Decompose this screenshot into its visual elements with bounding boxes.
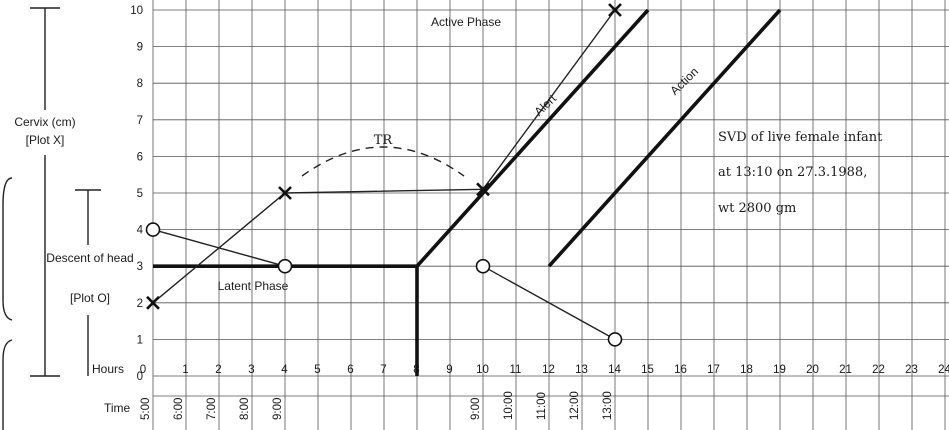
x-tick-label: 10 <box>476 364 489 376</box>
x-tick-label: 11 <box>510 364 522 376</box>
x-tick-label: 16 <box>674 364 687 376</box>
left-annotations: Cervix (cm) [Plot X] Descent of head [Pl… <box>2 7 134 430</box>
y-axis-sublabel: [Plot X] <box>26 133 65 147</box>
brace-upper <box>2 177 13 321</box>
x-tick-label: 4 <box>281 364 288 376</box>
x-tick-label: 18 <box>740 364 753 376</box>
active-phase-label: Active Phase <box>431 15 501 29</box>
brace-lower <box>2 339 13 430</box>
time-tick-label: 10:00 <box>503 391 515 420</box>
y-tick-label: 8 <box>137 78 143 90</box>
time-tick-label: 11:00 <box>536 392 548 420</box>
head-descent-o-marker <box>277 258 293 274</box>
time-tick-label: 8:00 <box>239 398 251 420</box>
delivery-note-line-3: wt 2800 gm <box>718 201 796 216</box>
tr-label: TR <box>374 133 394 148</box>
head-descent-o-marker <box>607 332 623 347</box>
x-tick-label: 7 <box>380 364 386 376</box>
data-series <box>145 3 623 347</box>
x-tick-label: 20 <box>806 364 819 376</box>
time-tick-label: 7:00 <box>206 398 218 420</box>
y-tick-label: 10 <box>130 5 143 17</box>
x-tick-label: 23 <box>905 364 918 376</box>
head-descent-o-marker <box>475 258 491 274</box>
cervix-x-marker <box>278 186 292 200</box>
tr-dashed-arc <box>301 146 465 177</box>
x-tick-label: 22 <box>872 364 885 376</box>
descent-label: Descent of head <box>46 251 133 265</box>
x-tick-label: 14 <box>608 364 621 376</box>
y-axis-label: Cervix (cm) <box>14 115 75 129</box>
action-line-label: Action <box>667 65 701 98</box>
chart-annotations: Active Phase Latent Phase Alert Action T… <box>218 15 884 293</box>
x-axis-label: Hours <box>92 362 124 376</box>
action-line <box>547 8 782 268</box>
time-tick-label: 9:00 <box>470 398 482 420</box>
cervix-x-marker <box>146 295 160 310</box>
y-tick-label: 2 <box>137 298 143 310</box>
x-tick-label: 12 <box>542 364 555 376</box>
head-descent-o-marker <box>145 222 161 237</box>
delivery-note-line-2: at 13:10 on 27.3.1988, <box>718 165 867 180</box>
x-tick-label: 15 <box>641 364 654 376</box>
latent-phase-label: Latent Phase <box>218 279 289 293</box>
cervix-x-marker <box>476 182 490 197</box>
x-tick-label: 17 <box>707 364 720 376</box>
x-tick-label: 21 <box>839 364 852 376</box>
x-tick-label: 1 <box>182 364 188 376</box>
y-tick-label: 5 <box>137 188 143 200</box>
time-tick-label: 13:00 <box>602 391 614 420</box>
time-tick-label: 12:00 <box>569 391 581 420</box>
y-tick-label: 3 <box>137 261 143 273</box>
time-tick-label: 6:00 <box>173 398 185 420</box>
grid <box>152 0 949 430</box>
x-tick-label: 6 <box>347 364 353 376</box>
descent-sublabel: [Plot O] <box>70 291 110 305</box>
x-tick-label: 19 <box>773 364 786 376</box>
time-tick-label: 9:00 <box>272 398 284 420</box>
y-tick-label: 6 <box>137 151 143 163</box>
y-tick-label: 4 <box>137 225 144 237</box>
x-tick-label: 3 <box>248 364 254 376</box>
x-tick-label: 24 <box>938 364 949 376</box>
y-tick-label: 9 <box>137 42 143 54</box>
alert-line <box>415 8 650 268</box>
y-tick-label: 1 <box>137 334 143 346</box>
x-tick-label: 13 <box>575 364 588 376</box>
head-descent-line <box>482 265 616 341</box>
x-tick-label: 2 <box>215 364 221 376</box>
time-label: Time <box>104 401 131 415</box>
y-tick-label: 7 <box>137 115 143 127</box>
cervix-x-marker <box>608 3 622 17</box>
head-descent-line <box>152 228 286 267</box>
y-tick-label: 0 <box>137 371 143 383</box>
x-tick-label: 0 <box>140 364 146 376</box>
x-tick-label: 5 <box>314 364 320 376</box>
x-tick-label: 9 <box>446 364 452 376</box>
delivery-note-line-1: SVD of live female infant <box>718 130 883 145</box>
time-tick-label: 5:00 <box>140 398 152 420</box>
